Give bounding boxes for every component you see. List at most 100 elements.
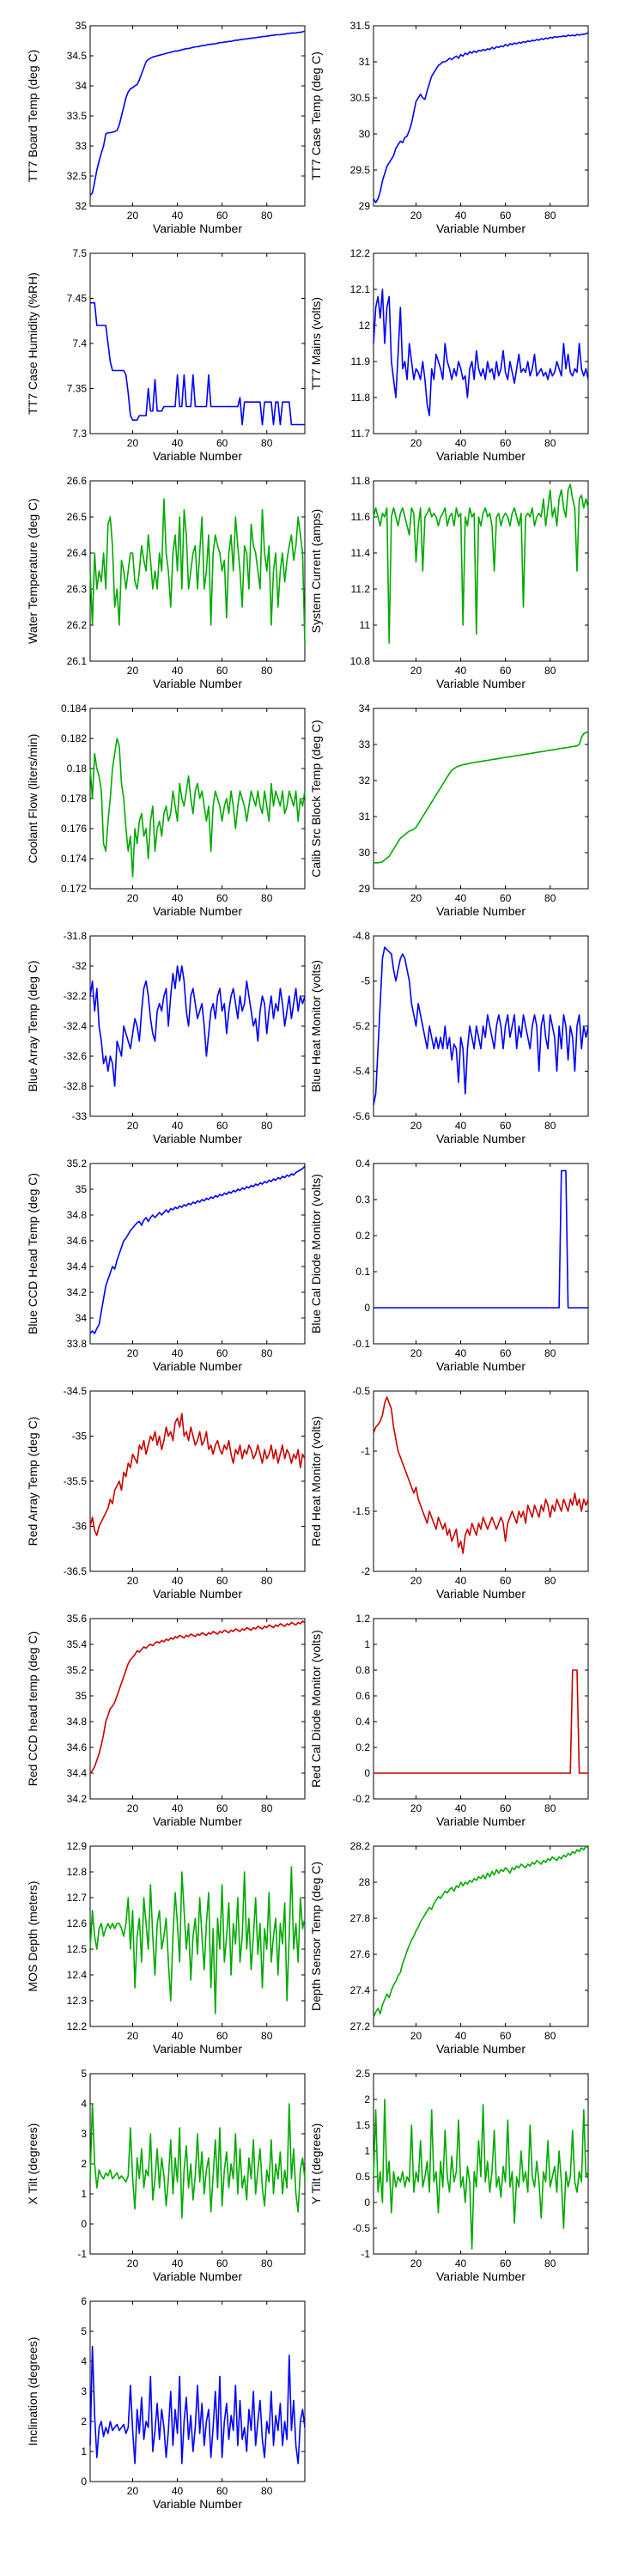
x-tick-label: 40 xyxy=(172,210,184,222)
y-tick-label: 32 xyxy=(359,775,371,787)
x-axis-label: Variable Number xyxy=(436,1132,526,1145)
y-tick-label: -36 xyxy=(72,1521,88,1533)
y-tick-label: 26.5 xyxy=(67,511,88,523)
x-axis-label: Variable Number xyxy=(153,1132,242,1145)
plot-area xyxy=(373,25,589,207)
series-line xyxy=(89,1413,306,1536)
x-axis-label: Variable Number xyxy=(436,904,526,918)
y-tick-label: 30.5 xyxy=(350,92,371,104)
y-tick-label: 10.8 xyxy=(350,655,371,667)
chart-panel-1: 20 40 60 80 32 32.5 33 33.5 34 34.5 35 Variable Num… xyxy=(26,20,306,235)
y-tick-label: -5 xyxy=(361,975,370,987)
x-tick-label: 60 xyxy=(500,892,512,904)
y-tick-label: 7.35 xyxy=(67,383,88,395)
y-axis-label: Coolant Flow (liters/min) xyxy=(26,734,39,864)
y-tick-label: 34.5 xyxy=(67,50,88,62)
y-tick-label: 7.45 xyxy=(67,293,88,305)
y-tick-label: 26.4 xyxy=(67,547,88,559)
x-tick-label: 60 xyxy=(500,2257,512,2269)
x-tick-label: 40 xyxy=(172,1120,184,1132)
x-axis-label: Variable Number xyxy=(153,2497,242,2511)
x-tick-label: 40 xyxy=(172,1802,184,1814)
plot-area xyxy=(89,708,306,890)
y-tick-label: -0.2 xyxy=(352,1793,370,1805)
chart-panel-12: 20 40 60 80 -0.1 0 0.1 0.2 0.3 0.4 Variable Number… xyxy=(309,1157,589,1373)
y-tick-label: 0.3 xyxy=(355,1194,370,1206)
y-axis-label: TT7 Case Temp (deg C) xyxy=(309,52,323,180)
y-tick-label: 0.4 xyxy=(355,1157,370,1170)
x-tick-label: 60 xyxy=(216,892,228,904)
x-axis-label: Variable Number xyxy=(436,2042,526,2056)
series-line xyxy=(373,483,589,644)
plot-area xyxy=(373,1618,589,1800)
x-tick-label: 60 xyxy=(500,210,512,222)
y-tick-label: 26.6 xyxy=(67,475,88,487)
y-axis-label: Depth Sensor Temp (deg C) xyxy=(309,1862,323,2011)
y-tick-label: 3 xyxy=(81,2128,87,2140)
y-tick-label: 2 xyxy=(81,2415,87,2427)
chart-panel-21: 20 40 60 80 0 1 2 3 4 5 6 Variable Number Inclinatio… xyxy=(26,2295,306,2511)
chart-panel-4: 20 40 60 80 11.7 11.8 11.9 12 12.1 12.2 Variable N… xyxy=(309,247,589,463)
y-tick-label: 0.18 xyxy=(67,762,88,775)
x-tick-label: 20 xyxy=(127,2257,139,2269)
x-tick-label: 60 xyxy=(216,2030,228,2042)
y-tick-label: 0.6 xyxy=(355,1690,370,1702)
series-line xyxy=(89,965,306,1087)
series-line xyxy=(89,1620,306,1774)
y-tick-label: 0.1 xyxy=(355,1266,370,1278)
plot-area xyxy=(89,1845,306,2027)
y-tick-label: 7.3 xyxy=(72,428,87,440)
x-tick-label: 40 xyxy=(455,1575,467,1587)
x-tick-label: 60 xyxy=(216,437,228,449)
y-tick-label: 0.2 xyxy=(355,1741,370,1753)
plot-area xyxy=(89,480,306,662)
x-tick-label: 20 xyxy=(127,2485,139,2497)
x-tick-label: 40 xyxy=(455,2257,467,2269)
y-tick-label: 29 xyxy=(359,200,371,212)
y-tick-label: 33 xyxy=(76,140,88,152)
y-tick-label: 27.4 xyxy=(350,1984,371,1996)
y-tick-label: 26.3 xyxy=(67,583,88,595)
x-tick-label: 40 xyxy=(455,1120,467,1132)
y-tick-label: 0.184 xyxy=(61,702,87,714)
chart-panel-3: 20 40 60 80 7.3 7.35 7.4 7.45 7.5 Variable Number… xyxy=(26,247,306,463)
y-tick-label: 27.8 xyxy=(350,1912,371,1924)
y-tick-label: -0.5 xyxy=(352,2222,370,2234)
y-tick-label: 26.2 xyxy=(67,619,88,631)
chart-panel-15: 20 40 60 80 34.2 34.4 34.6 34.8 35 35.2 35.4 35.6 Va… xyxy=(26,1613,306,1828)
y-tick-label: 0.8 xyxy=(355,1664,370,1676)
x-tick-label: 80 xyxy=(544,1802,556,1814)
y-tick-label: 34.2 xyxy=(67,1793,88,1805)
plot-area xyxy=(89,2073,306,2255)
y-tick-label: -1 xyxy=(77,2248,87,2260)
y-tick-label: 27.2 xyxy=(350,2020,371,2032)
plot-area xyxy=(373,480,589,662)
y-tick-label: 34.4 xyxy=(67,1261,88,1273)
y-tick-label: 1 xyxy=(364,1638,370,1650)
series-line xyxy=(89,2345,306,2464)
y-tick-label: 0.4 xyxy=(355,1716,370,1728)
x-tick-label: 80 xyxy=(544,1347,556,1359)
y-tick-label: -4.8 xyxy=(352,930,370,942)
plot-area xyxy=(89,1390,306,1572)
y-axis-label: Red CCD head temp (deg C) xyxy=(26,1631,39,1787)
x-tick-label: 40 xyxy=(172,892,184,904)
x-axis-label: Variable Number xyxy=(153,904,242,918)
y-tick-label: 1 xyxy=(364,2145,370,2157)
y-tick-label: 12.9 xyxy=(67,1840,88,1852)
x-tick-label: 20 xyxy=(410,1802,422,1814)
y-tick-label: 6 xyxy=(81,2295,87,2307)
y-tick-label: 31.5 xyxy=(350,20,371,32)
y-axis-label: TT7 Case Humidity (%RH) xyxy=(26,272,39,415)
plot-area xyxy=(89,1618,306,1800)
x-tick-label: 20 xyxy=(410,892,422,904)
y-axis-label: Blue Heat Monitor (volts) xyxy=(309,960,323,1092)
x-tick-label: 20 xyxy=(410,1347,422,1359)
y-tick-label: 34.6 xyxy=(67,1235,88,1247)
x-tick-label: 20 xyxy=(127,2030,139,2042)
y-tick-label: 35.6 xyxy=(67,1613,88,1625)
y-tick-label: 0.172 xyxy=(61,883,87,895)
x-tick-label: 60 xyxy=(216,1575,228,1587)
x-tick-label: 40 xyxy=(172,2485,184,2497)
y-tick-label: 35.2 xyxy=(67,1664,88,1676)
